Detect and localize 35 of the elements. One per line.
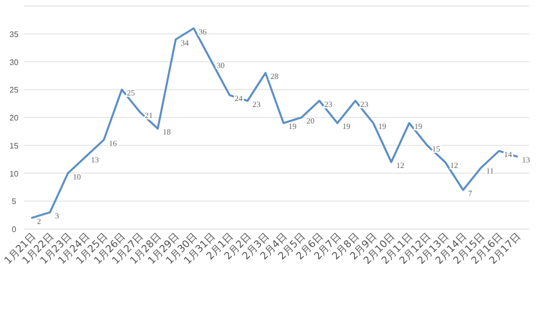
y-tick-label: 20 [10, 114, 19, 122]
data-label: 11 [486, 166, 494, 176]
data-label: 23 [360, 100, 368, 109]
data-label: 18 [162, 128, 171, 137]
data-label: 7 [468, 188, 472, 198]
y-tick-label: 5 [12, 197, 17, 206]
line-series [31, 27, 518, 219]
data-label: 23 [324, 100, 332, 109]
data-label: 10 [72, 172, 81, 182]
y-tick-label: 15 [10, 141, 19, 150]
data-label: 21 [144, 110, 153, 120]
data-label: 13 [522, 156, 530, 165]
data-label: 15 [432, 144, 440, 154]
data-label: 19 [378, 122, 386, 132]
data-label: 34 [180, 38, 189, 48]
data-label: 13 [90, 156, 99, 165]
data-label: 19 [288, 122, 296, 132]
data-label: 2 [37, 216, 41, 226]
data-label: 16 [108, 138, 117, 148]
data-label: 19 [414, 122, 422, 132]
data-label: 36 [198, 27, 207, 36]
y-tick-label: 10 [10, 169, 19, 178]
y-tick-label: 35 [10, 30, 19, 39]
data-label: 25 [126, 88, 135, 98]
data-label: 28 [270, 72, 279, 81]
data-label: 23 [252, 100, 261, 109]
y-tick-label: 0 [12, 225, 17, 234]
data-label: 12 [396, 161, 404, 170]
data-label: 30 [216, 60, 225, 70]
data-label: 20 [306, 116, 314, 126]
data-label: 3 [54, 211, 59, 220]
y-tick-label: 30 [10, 58, 19, 67]
data-label: 12 [450, 161, 458, 170]
y-tick-label: 25 [10, 86, 19, 95]
data-label: 19 [342, 122, 350, 132]
